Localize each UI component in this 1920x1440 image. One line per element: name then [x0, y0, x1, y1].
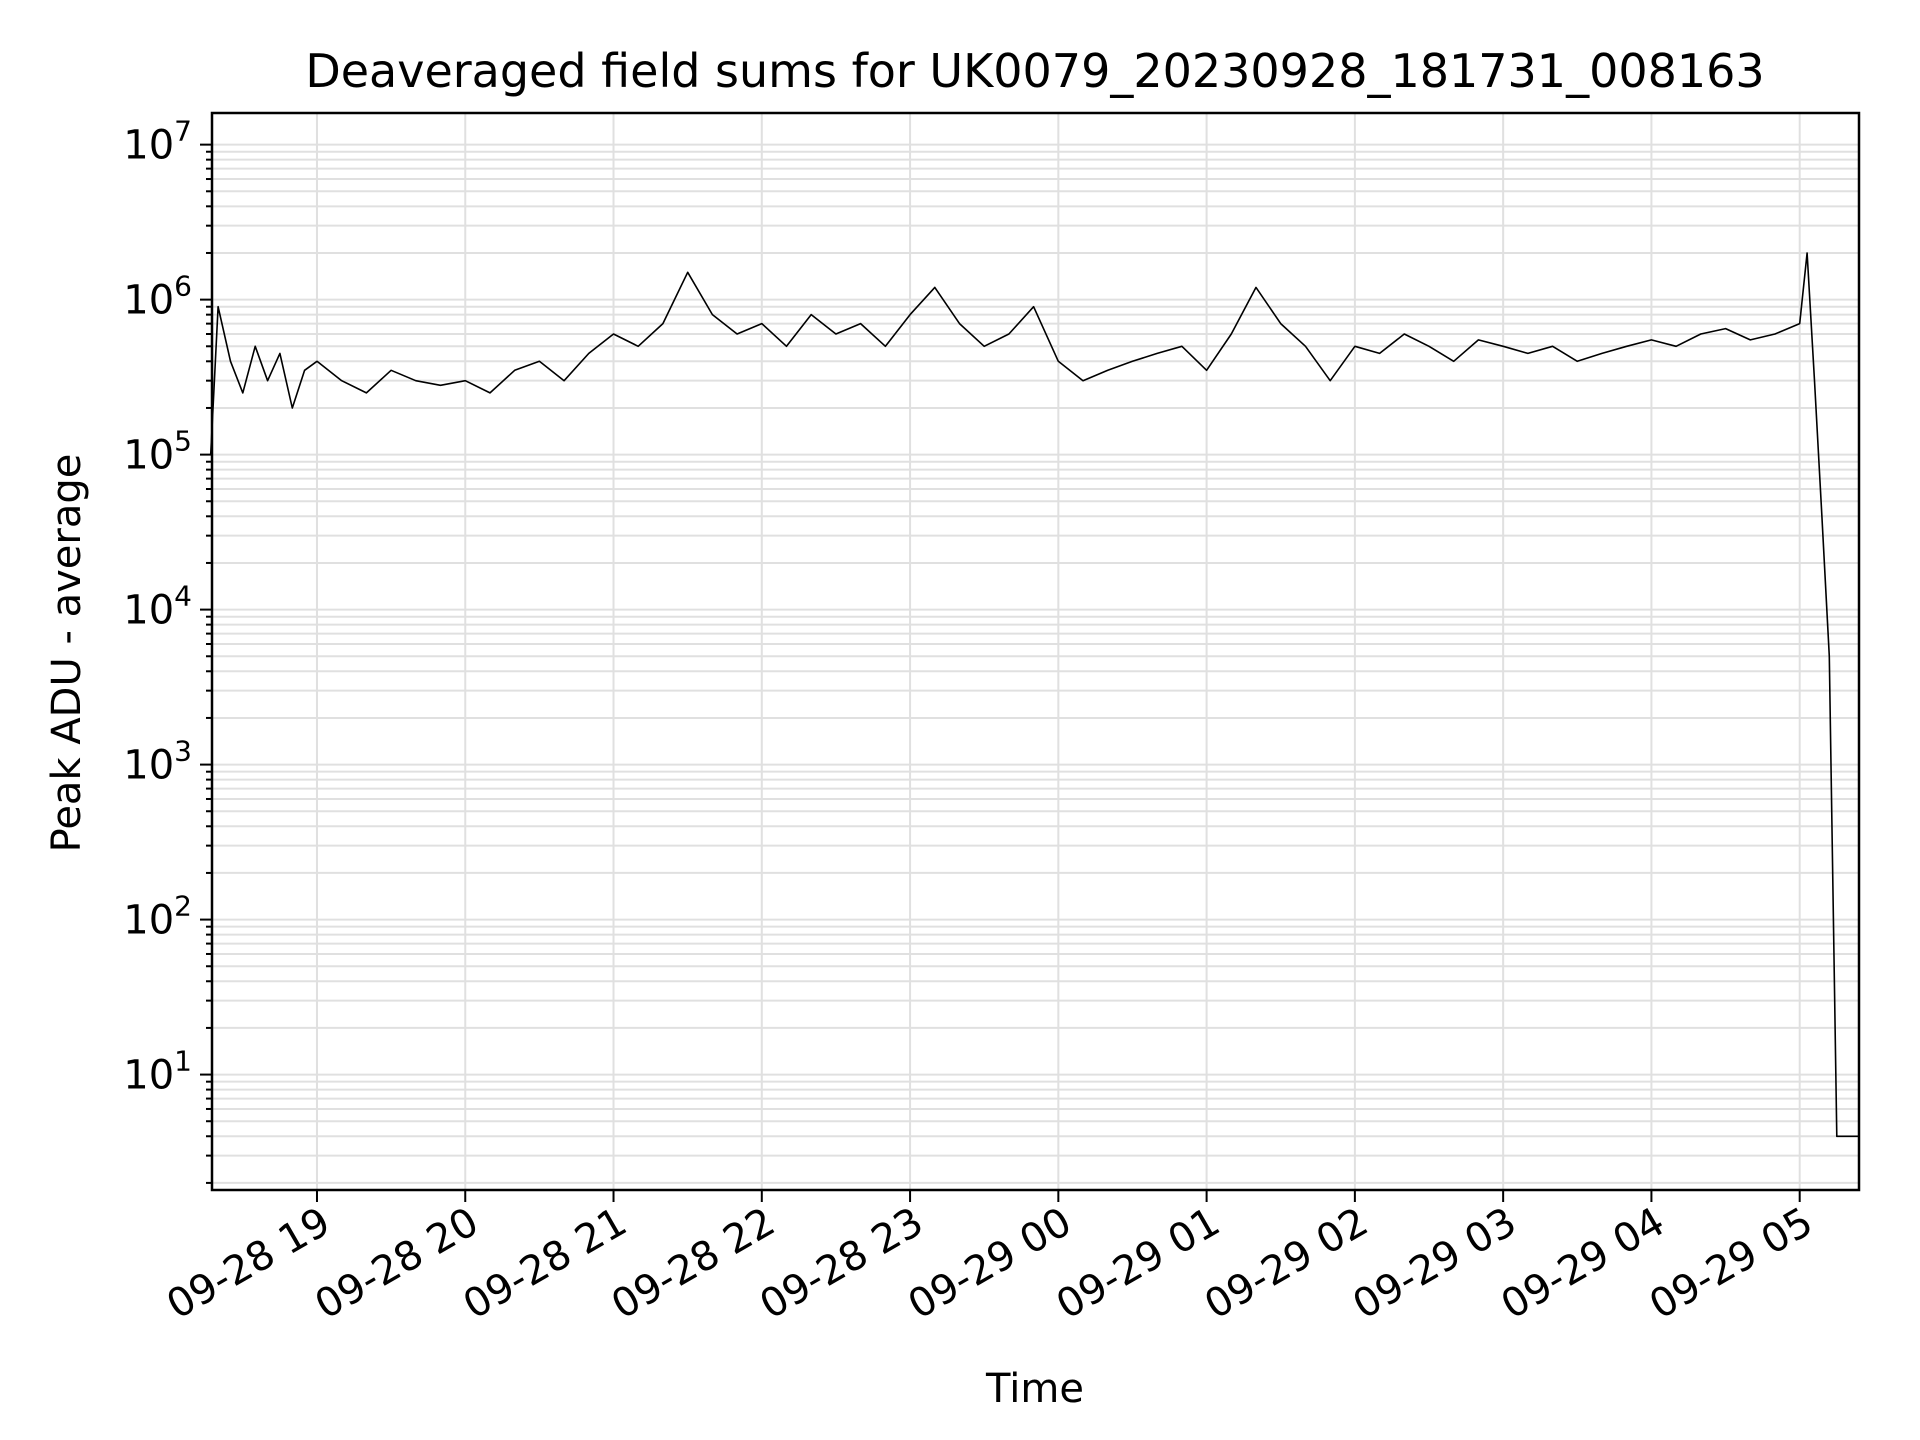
data-layer [209, 252, 1859, 1138]
y-axis-label: Peak ADU - average [44, 454, 90, 853]
y-tick-label: 105 [123, 425, 192, 479]
y-tick-label: 107 [123, 115, 192, 169]
y-tick-label: 103 [123, 735, 192, 789]
y-tick-label: 102 [123, 890, 192, 944]
y-tick-label: 101 [123, 1045, 192, 1099]
grid-lines [212, 113, 1859, 1190]
y-tick-label: 104 [123, 580, 192, 634]
plot-frame [210, 111, 1861, 1192]
chart-title: Deaveraged field sums for UK0079_2023092… [305, 44, 1764, 98]
series-line [209, 252, 1859, 1138]
x-axis-label: Time [985, 1366, 1084, 1412]
y-tick-label: 106 [123, 270, 192, 324]
